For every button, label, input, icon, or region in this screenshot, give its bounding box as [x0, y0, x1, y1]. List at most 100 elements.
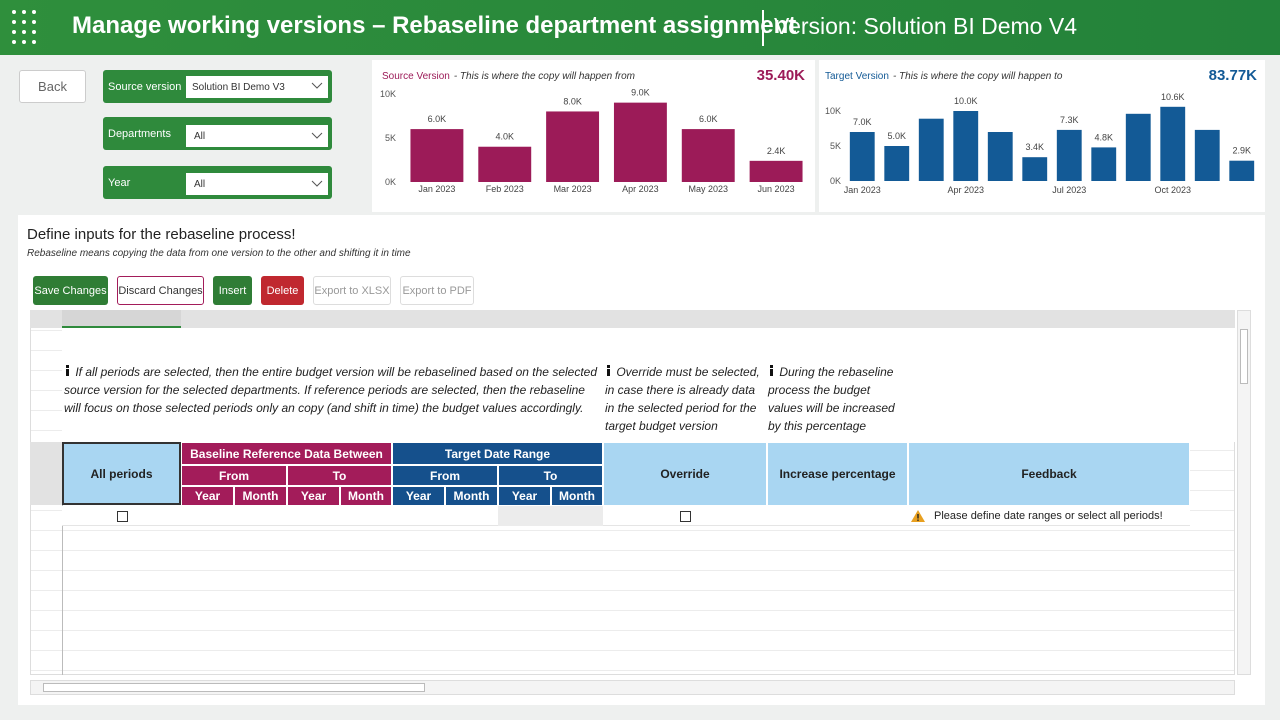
column-header: Override [603, 442, 767, 506]
bar [1056, 129, 1082, 181]
warning-icon [911, 510, 925, 522]
x-tick-label: Oct 2023 [1154, 185, 1191, 195]
info-icon [607, 365, 610, 376]
column-header: Baseline Reference Data Between [181, 442, 392, 465]
filter[interactable]: Year All [103, 166, 332, 199]
column-header: Year [392, 486, 445, 506]
bar [749, 160, 803, 182]
column-header: To [498, 465, 603, 486]
chevron [311, 132, 323, 139]
value-label: 4.0K [495, 132, 514, 142]
chart-subtitle: - This is where the copy will happen fro… [454, 71, 635, 82]
column-header: To [287, 465, 392, 486]
x-tick-label: Jun 2023 [758, 184, 795, 194]
disabled-cell [498, 506, 603, 526]
y-tick-label: 5K [830, 141, 841, 151]
dropdown[interactable]: Solution BI Demo V3 [186, 76, 328, 98]
back-button[interactable]: Back [19, 70, 86, 103]
bar [1091, 147, 1117, 181]
x-tick-label: Apr 2023 [947, 185, 984, 195]
column-header: Month [234, 486, 287, 506]
value-label: 2.9K [1232, 146, 1251, 156]
scroll-thumb[interactable] [43, 683, 425, 692]
value-label: 10.0K [954, 96, 978, 106]
note-text: During the rebaseline process the budget… [768, 365, 895, 433]
bar [1229, 160, 1255, 181]
header: Manage working versions – Rebaseline dep… [0, 0, 1280, 55]
chart-total: 83.77K [1209, 67, 1258, 84]
info-icon [770, 365, 773, 376]
column-header: Increase percentage [767, 442, 908, 506]
value-label: 8.0K [563, 96, 582, 106]
insert-button[interactable]: Insert [213, 276, 252, 305]
filter[interactable]: Departments All [103, 117, 332, 150]
column-header: Year [181, 486, 234, 506]
bar [1194, 129, 1220, 181]
y-tick-label: 5K [385, 133, 396, 143]
chevron [311, 82, 323, 89]
chevron [311, 180, 323, 187]
value-label: 2.4K [767, 146, 786, 156]
column-header: Year [498, 486, 551, 506]
filter-label: Departments [108, 128, 171, 140]
export-xlsx-button[interactable]: Export to XLSX [313, 276, 391, 305]
column-header: Month [551, 486, 603, 506]
dropdown[interactable]: All [186, 173, 328, 195]
y-tick-label: 10K [380, 89, 396, 99]
value-label: 6.0K [699, 114, 718, 124]
value-label: 4.8K [1094, 132, 1113, 142]
bar [1125, 113, 1151, 181]
dropdown-value: Solution BI Demo V3 [192, 82, 285, 93]
filter[interactable]: Source version Solution BI Demo V3 [103, 70, 332, 103]
checkbox[interactable] [680, 511, 691, 522]
value-label: 3.4K [1025, 142, 1044, 152]
checkbox[interactable] [117, 511, 128, 522]
vertical-scrollbar[interactable] [1237, 310, 1251, 675]
dropdown[interactable]: All [186, 125, 328, 147]
version-label: Version: Solution BI Demo V4 [774, 13, 1077, 39]
note: If all periods are selected, then the en… [64, 363, 599, 417]
dropdown-value: All [194, 131, 206, 142]
scroll-thumb[interactable] [1240, 329, 1248, 384]
dropdown-value: All [194, 179, 206, 190]
column-header-row [30, 310, 1235, 328]
bar [613, 102, 667, 182]
row-header [30, 442, 62, 505]
bar [478, 146, 532, 182]
divider [762, 10, 764, 46]
y-tick-label: 0K [385, 177, 396, 187]
source-chart: Source Version - This is where the copy w… [372, 60, 815, 212]
data-row [62, 506, 1190, 526]
delete-button[interactable]: Delete [261, 276, 304, 305]
bar [918, 118, 944, 181]
column-header: Month [445, 486, 498, 506]
discard-button[interactable]: Discard Changes [117, 276, 204, 305]
chart-heading: Source Version - This is where the copy w… [382, 71, 635, 82]
value-label: 7.3K [1060, 115, 1079, 125]
column-header: Target Date Range [392, 442, 603, 465]
target-chart: Target Version - This is where the copy w… [819, 60, 1265, 212]
bar [1022, 157, 1048, 181]
page-title: Manage working versions – Rebaseline dep… [72, 12, 797, 39]
column-header: From [392, 465, 498, 486]
x-tick-label: Jan 2023 [844, 185, 881, 195]
x-tick-label: Feb 2023 [486, 184, 524, 194]
menu-icon [12, 10, 36, 44]
column-header: Feedback [908, 442, 1190, 506]
filter-label: Year [108, 177, 131, 189]
y-tick-label: 10K [825, 106, 841, 116]
x-tick-label: Mar 2023 [554, 184, 592, 194]
notes-area [62, 328, 1235, 442]
chart-subtitle: - This is where the copy will happen to [893, 71, 1063, 82]
value-label: 5.0K [887, 131, 906, 141]
note: Override must be selected, in case there… [605, 363, 767, 435]
bar [546, 111, 600, 182]
export-pdf-button[interactable]: Export to PDF [400, 276, 474, 305]
horizontal-scrollbar[interactable] [30, 680, 1235, 695]
save-button[interactable]: Save Changes [33, 276, 108, 305]
bar [681, 129, 735, 182]
bar [884, 146, 910, 181]
bar [1160, 106, 1186, 181]
chart-heading: Target Version - This is where the copy w… [825, 71, 1063, 82]
